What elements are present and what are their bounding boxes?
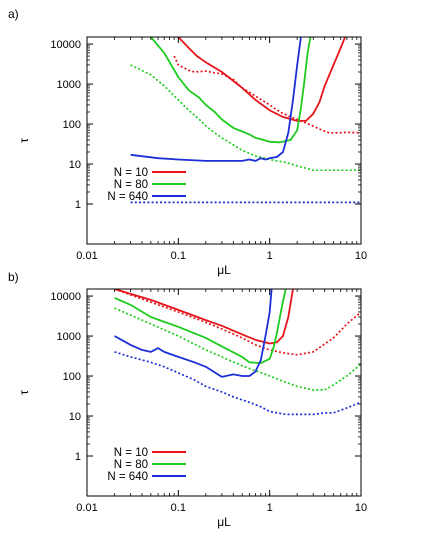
y-tick-label: 100 bbox=[63, 119, 81, 131]
plot-frame bbox=[86, 288, 362, 497]
x-tick-label: 0.1 bbox=[171, 250, 186, 262]
legend-label: N = 80 bbox=[114, 179, 148, 191]
y-axis-label: τ bbox=[17, 390, 31, 395]
legend-label: N = 640 bbox=[107, 191, 148, 203]
series-line-n=10-solid bbox=[177, 37, 346, 122]
legend-label: N = 640 bbox=[107, 471, 148, 483]
legend-label: N = 80 bbox=[114, 459, 148, 471]
series-line-n=10-solid bbox=[114, 289, 294, 345]
series-line-n=640-solid bbox=[114, 289, 273, 378]
x-tick-label: 0.1 bbox=[171, 502, 186, 514]
x-tick-label: 0.01 bbox=[76, 250, 97, 262]
series-line-n=80-solid bbox=[114, 289, 287, 364]
series-line-n=640-solid bbox=[130, 37, 302, 162]
y-tick-label: 10000 bbox=[50, 39, 81, 51]
x-tick-label: 1 bbox=[267, 250, 273, 262]
series-line-n=80-solid bbox=[150, 37, 312, 144]
y-tick-label: 10 bbox=[69, 411, 81, 423]
plot-frame bbox=[86, 36, 362, 245]
series-line-n=80-dotted bbox=[130, 64, 361, 172]
series-line-n=80-dotted bbox=[114, 307, 361, 391]
y-tick-label: 10 bbox=[69, 159, 81, 171]
panel-label: b) bbox=[8, 270, 19, 284]
y-tick-label: 1 bbox=[75, 199, 81, 211]
legend: N = 10N = 80N = 640 bbox=[107, 167, 186, 203]
y-axis-label: τ bbox=[17, 138, 31, 143]
y-tick-label: 1000 bbox=[57, 331, 81, 343]
x-axis-label: μL bbox=[217, 263, 231, 277]
legend-label: N = 10 bbox=[114, 167, 148, 179]
series-group bbox=[130, 37, 361, 204]
series-group bbox=[114, 289, 361, 416]
series-line-n=640-dotted bbox=[114, 351, 361, 416]
x-tick-label: 1 bbox=[267, 502, 273, 514]
y-tick-label: 1000 bbox=[57, 79, 81, 91]
y-tick-label: 1 bbox=[75, 451, 81, 463]
x-axis-label: μL bbox=[217, 515, 231, 529]
series-line-n=10-dotted bbox=[114, 289, 361, 356]
x-tick-label: 10 bbox=[355, 502, 367, 514]
panel-label: a) bbox=[8, 7, 19, 21]
legend-label: N = 10 bbox=[114, 447, 148, 459]
y-tick-label: 100 bbox=[63, 371, 81, 383]
legend: N = 10N = 80N = 640 bbox=[107, 447, 186, 483]
x-tick-label: 0.01 bbox=[76, 502, 97, 514]
y-tick-label: 10000 bbox=[50, 291, 81, 303]
series-line-n=10-dotted bbox=[173, 55, 361, 134]
x-tick-label: 10 bbox=[355, 250, 367, 262]
